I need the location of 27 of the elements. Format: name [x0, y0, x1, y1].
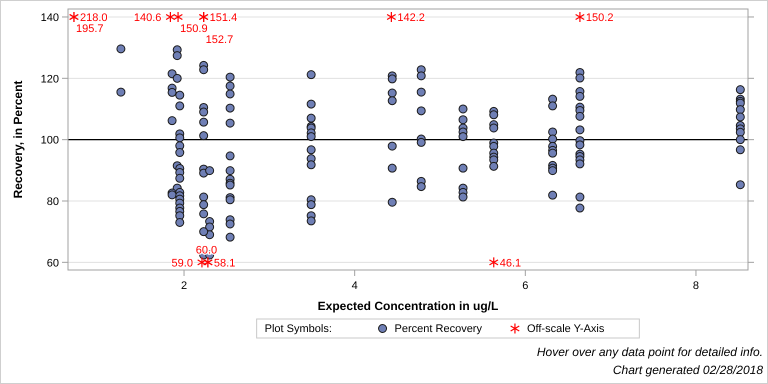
- annotation: 152.7: [206, 34, 234, 46]
- text: Chart generated 02/28/2018: [612, 363, 764, 377]
- annotation: 150.9: [180, 22, 208, 35]
- y-tick-label: 60: [46, 257, 59, 270]
- y-tick-label: 80: [46, 196, 59, 208]
- annotation: 150.2: [586, 12, 614, 24]
- legend-title: Plot Symbols:: [264, 323, 332, 335]
- y-axis-title: Recovery, in Percent: [11, 80, 25, 198]
- annotation: 46.1: [500, 257, 522, 270]
- x-tick-label: 4: [352, 280, 358, 292]
- y-tick-label: 100: [40, 134, 59, 147]
- legend-label: Percent Recovery: [394, 323, 482, 335]
- y-tick-label: 140: [40, 12, 59, 24]
- x-tick-label: 2: [180, 280, 188, 292]
- annotation: 195.7: [76, 22, 104, 35]
- text: Hover over any data point for detailed info.: [536, 345, 763, 359]
- x-axis-title: Expected Concentration in ug/L: [318, 299, 498, 313]
- legend-label: Off-scale Y-Axis: [526, 323, 605, 335]
- annotation: 59.0: [172, 257, 193, 270]
- y-tick-label: 120: [40, 73, 59, 86]
- annotation: 142.2: [397, 12, 425, 24]
- annotation: 140.6: [134, 12, 162, 24]
- annotation: 151.4: [210, 12, 238, 24]
- annotation: 218.0: [80, 12, 108, 24]
- x-tick-label: 8: [692, 280, 700, 292]
- x-tick-label: 6: [522, 280, 528, 292]
- annotation: 58.1: [214, 257, 236, 270]
